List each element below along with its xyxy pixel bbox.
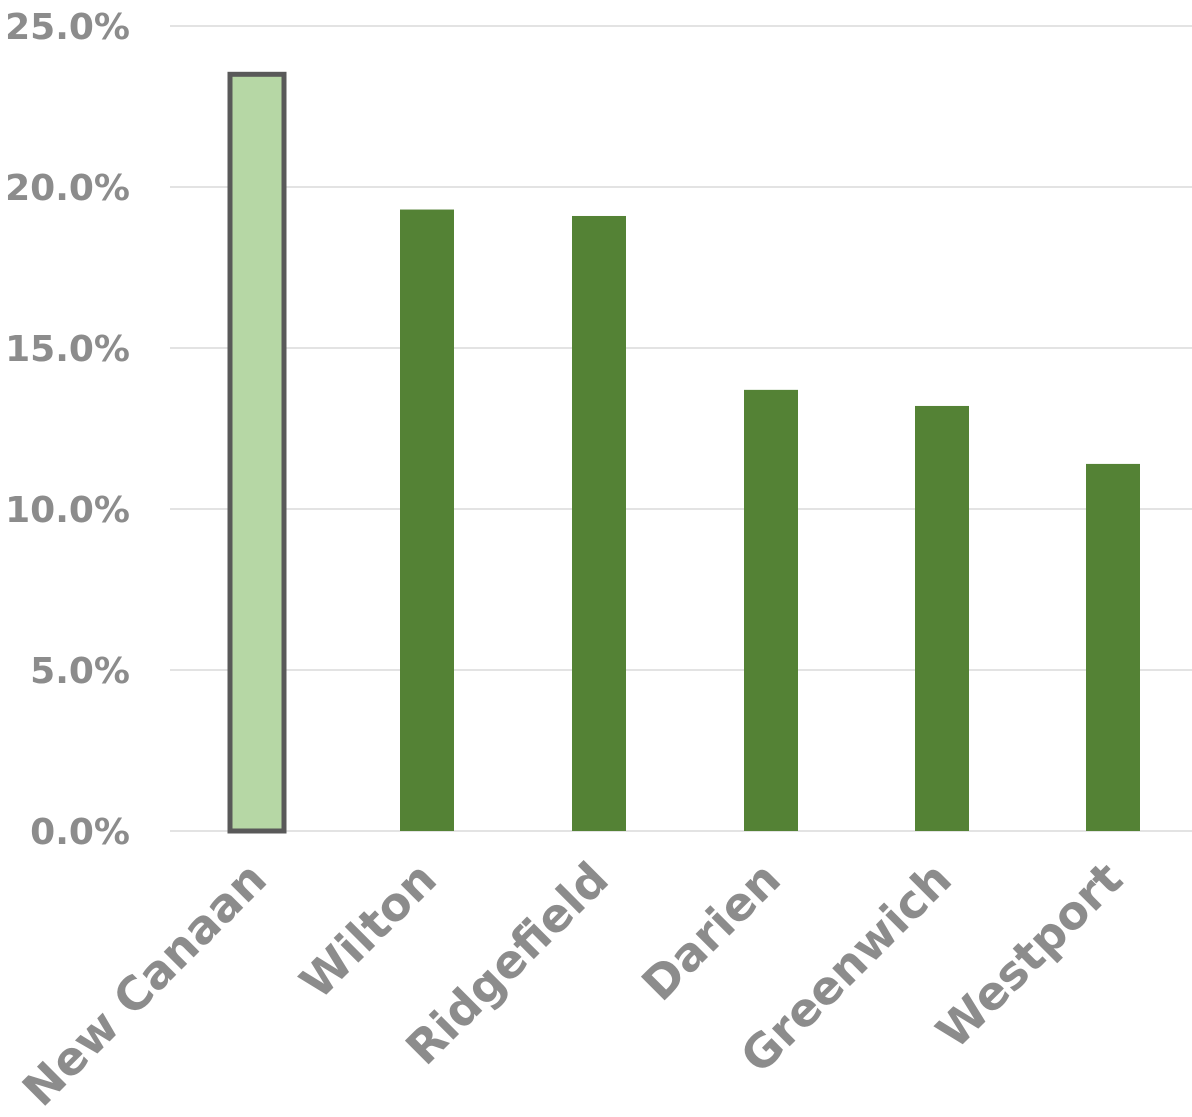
bar-wilton: [400, 209, 454, 832]
bar-greenwich: [915, 405, 969, 831]
y-tick-label: 10.0%: [5, 490, 130, 531]
bar-new-canaan: [227, 71, 287, 834]
y-tick-label: 20.0%: [5, 168, 130, 209]
y-tick-label: 0.0%: [30, 812, 130, 853]
y-tick-label: 15.0%: [5, 329, 130, 370]
x-category-label: New Canaan: [12, 852, 277, 1117]
bar-westport: [1086, 463, 1140, 831]
bars: [227, 71, 1140, 834]
bar-darien: [744, 389, 798, 831]
y-axis-tick-labels: 0.0% 5.0% 10.0% 15.0% 20.0% 25.0%: [5, 7, 130, 853]
y-tick-label: 5.0%: [30, 651, 130, 692]
y-tick-label: 25.0%: [5, 7, 130, 48]
x-category-label: Westport: [926, 852, 1133, 1059]
x-category-label: Wilton: [289, 852, 446, 1009]
bar-ridgefield: [572, 215, 626, 832]
x-category-label: Darien: [631, 852, 791, 1012]
gridlines: [170, 25, 1192, 832]
